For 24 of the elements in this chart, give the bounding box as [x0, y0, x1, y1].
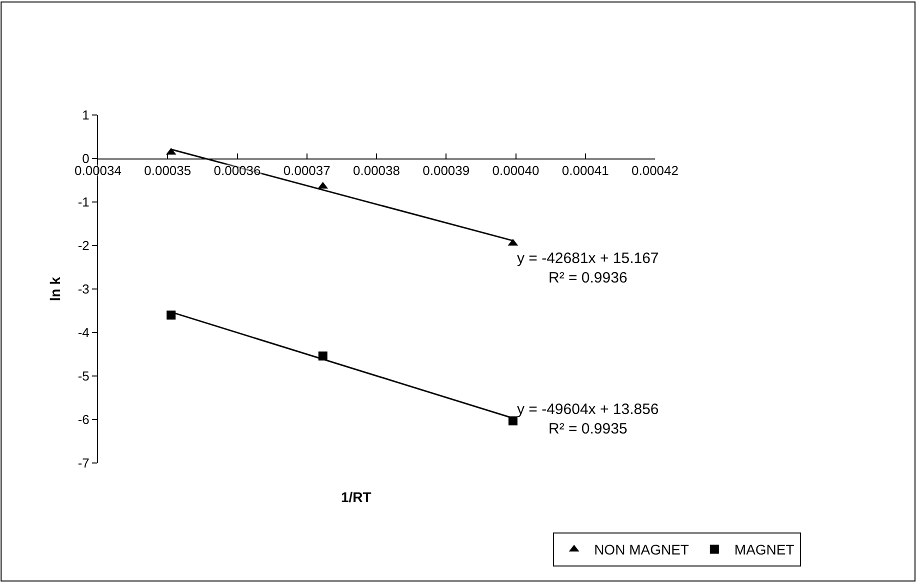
x-tick-label: 0.00040: [492, 163, 540, 178]
y-tick-label: -4: [78, 325, 90, 340]
legend-label: MAGNET: [734, 542, 795, 558]
y-tick-label: -6: [78, 412, 90, 428]
x-tick-label: 0.00035: [144, 163, 192, 178]
y-tick-label: -7: [78, 456, 90, 471]
legend-label: NON MAGNET: [594, 542, 690, 558]
annotation: y = -42681x + 15.167 R² = 0.9936: [517, 250, 659, 286]
y-tick-label: -1: [78, 194, 90, 210]
point: [166, 310, 176, 320]
annotation: y = -49604x + 13.856 R² = 0.9935: [517, 401, 659, 438]
x-tick-label: 0.00038: [353, 163, 400, 178]
x-tick-label: 0.00041: [562, 163, 609, 178]
x-axis-title: 1/RT: [341, 489, 372, 505]
y-tick-label: -5: [78, 368, 90, 384]
y-tick-label: -3: [78, 282, 90, 297]
x-tick-label: 0.00037: [283, 163, 330, 178]
y-axis-title: ln k: [47, 276, 64, 302]
x-tick-label: 0.00042: [632, 163, 678, 178]
y-tick-label: 0: [82, 151, 90, 166]
y-tick-label: 1: [82, 108, 90, 123]
point: [508, 416, 518, 426]
x-tick-label: 0.00039: [422, 163, 470, 178]
y-tick-label: -2: [78, 238, 90, 254]
